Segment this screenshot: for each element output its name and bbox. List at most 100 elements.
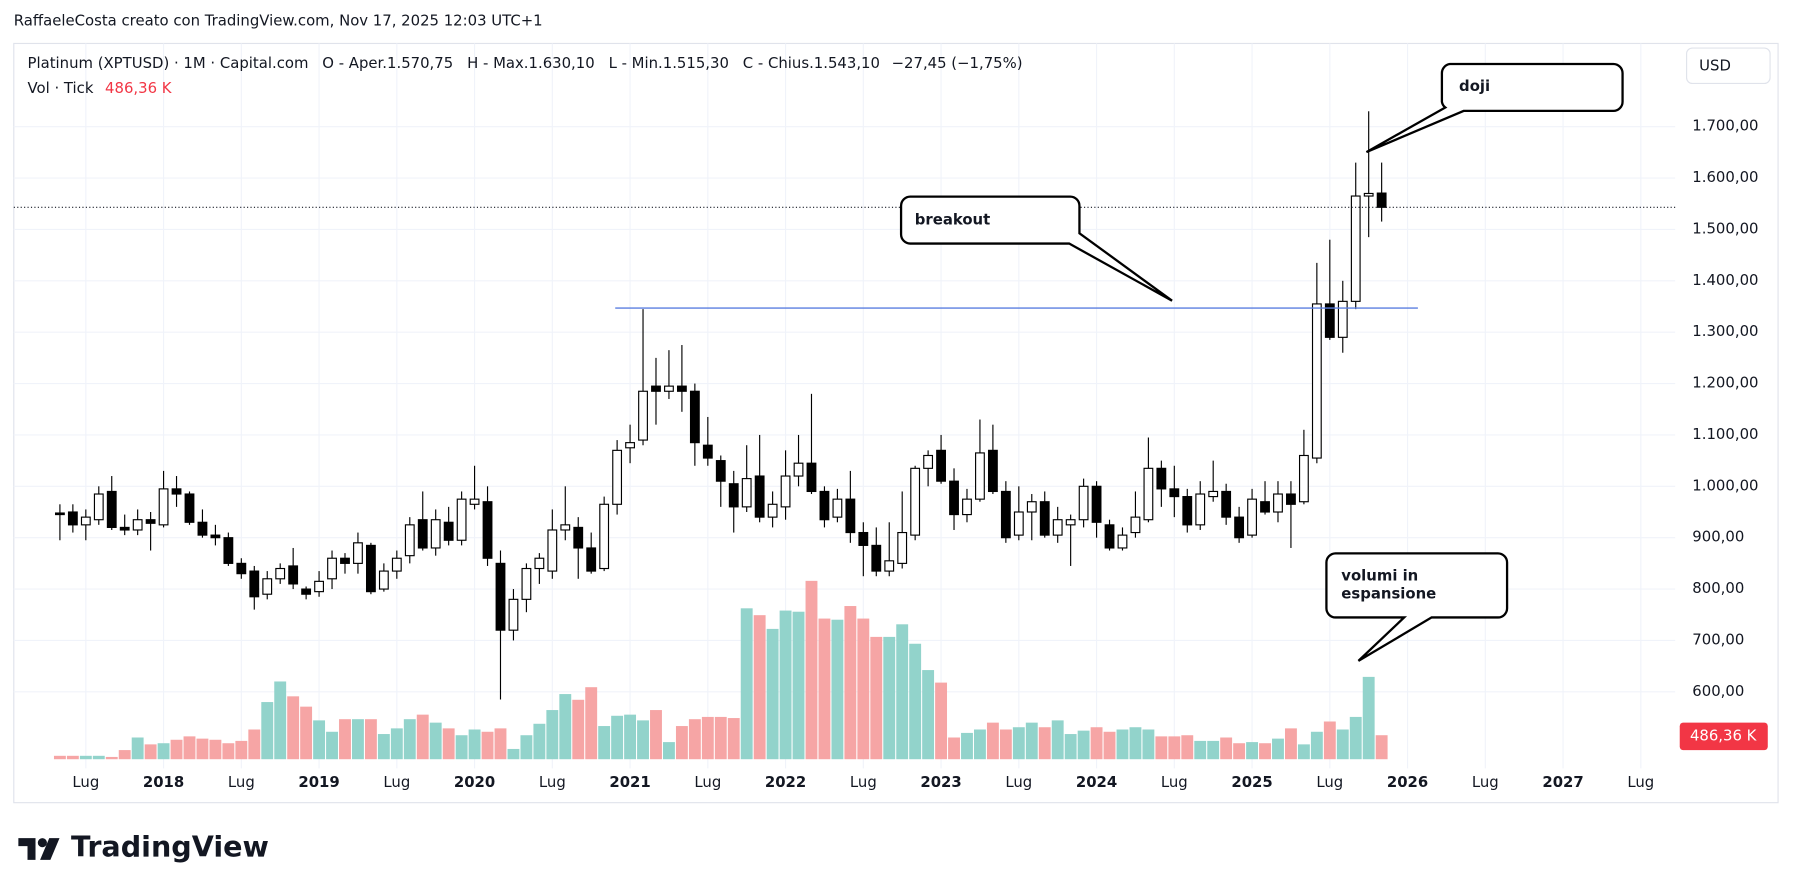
candle-body bbox=[1195, 493, 1206, 526]
candle-body bbox=[547, 529, 558, 572]
y-tick-label: 1.200,00 bbox=[1692, 374, 1758, 392]
volume-bar bbox=[274, 681, 287, 760]
volume-bar bbox=[663, 742, 675, 760]
candle-body bbox=[1311, 303, 1322, 459]
candle-body bbox=[327, 557, 337, 580]
candle-body bbox=[806, 462, 817, 493]
candle-body bbox=[353, 542, 363, 564]
volume-legend-name: Vol · Tick bbox=[28, 79, 94, 97]
volume-bar bbox=[442, 728, 455, 760]
volume-bar bbox=[559, 694, 572, 760]
candle-body bbox=[560, 524, 571, 531]
legend-change: −27,45 (−1,75%) bbox=[892, 54, 1023, 72]
candle-body bbox=[664, 385, 674, 392]
volume-bar bbox=[235, 740, 248, 760]
x-tick-label: Lug bbox=[1005, 773, 1032, 791]
candle-body bbox=[495, 562, 506, 631]
volume-bar bbox=[637, 720, 649, 760]
candle-body bbox=[1000, 490, 1011, 539]
candle-body bbox=[1182, 496, 1193, 526]
candle-body bbox=[858, 531, 869, 546]
volume-bar bbox=[818, 618, 831, 760]
volume-bar bbox=[170, 739, 183, 760]
volume-bar bbox=[650, 710, 662, 760]
candle-body bbox=[158, 488, 169, 526]
volume-price-label: 486,36 K bbox=[1690, 726, 1758, 744]
volume-bar bbox=[805, 580, 818, 760]
candle-body bbox=[365, 544, 376, 593]
candle-body bbox=[132, 519, 143, 531]
candle-body bbox=[832, 498, 843, 518]
y-tick-label: 1.500,00 bbox=[1692, 219, 1758, 237]
candle-body bbox=[80, 516, 91, 526]
volume-bar bbox=[494, 728, 507, 760]
legend-symbol: Platinum (XPTUSD) · 1M · Capital.com bbox=[28, 54, 309, 72]
volume-bar bbox=[714, 716, 727, 760]
candle-body bbox=[197, 521, 208, 536]
volume-bar bbox=[948, 737, 960, 760]
volume-bar bbox=[1129, 727, 1142, 760]
x-tick-label: 2022 bbox=[765, 773, 806, 791]
candle-body bbox=[456, 498, 467, 541]
x-tick-label: 2027 bbox=[1542, 773, 1583, 791]
volume-bar bbox=[1012, 727, 1025, 760]
x-tick-label: Lug bbox=[228, 773, 255, 791]
x-tick-label: 2024 bbox=[1076, 773, 1117, 791]
candle-body bbox=[404, 524, 415, 557]
candle-body bbox=[987, 449, 998, 493]
volume-bar bbox=[1116, 729, 1129, 760]
volume-bar bbox=[533, 723, 546, 760]
candle-body bbox=[676, 385, 687, 392]
volume-bar bbox=[1362, 676, 1375, 760]
y-tick-label: 1.700,00 bbox=[1692, 117, 1758, 135]
volume-bar bbox=[883, 636, 896, 760]
volume-bar bbox=[1155, 736, 1168, 760]
candle-body bbox=[508, 598, 519, 631]
candle-body bbox=[586, 547, 597, 572]
y-tick-label: 1.300,00 bbox=[1692, 322, 1758, 340]
candle-body bbox=[1117, 534, 1128, 549]
candle-body bbox=[871, 544, 882, 572]
volume-bar bbox=[261, 702, 274, 760]
volume-bar bbox=[507, 748, 520, 760]
candle-body bbox=[741, 478, 752, 508]
candle-body bbox=[119, 526, 130, 531]
y-tick-label: 1.400,00 bbox=[1692, 271, 1758, 289]
overlays bbox=[13, 206, 1676, 309]
currency: USD bbox=[1699, 56, 1731, 74]
volume-bar bbox=[999, 729, 1012, 760]
candle-body bbox=[936, 449, 946, 482]
volume-bar bbox=[870, 636, 883, 760]
candle-body bbox=[1208, 490, 1219, 498]
x-tick-label: 2020 bbox=[454, 773, 495, 791]
candle-body bbox=[223, 537, 234, 564]
candle-body bbox=[1298, 454, 1309, 503]
candle-body bbox=[1130, 516, 1141, 534]
candle-body bbox=[171, 488, 182, 495]
volume-bar bbox=[1077, 730, 1090, 760]
candle-body bbox=[521, 567, 532, 600]
legend-high: H - Max.1.630,10 bbox=[467, 54, 595, 72]
volume-bar bbox=[688, 719, 701, 760]
volume-bar bbox=[339, 719, 351, 760]
doji-label: doji bbox=[1459, 77, 1490, 95]
volume-bar bbox=[468, 729, 481, 760]
volume-bar bbox=[727, 718, 740, 760]
volume-bar bbox=[546, 710, 559, 760]
volume-bar bbox=[909, 643, 922, 760]
x-tick-label: Lug bbox=[1316, 773, 1343, 791]
volume-bar bbox=[455, 735, 468, 760]
volume-bar bbox=[986, 722, 999, 760]
volume-bar bbox=[287, 696, 300, 760]
candle-body bbox=[1039, 501, 1050, 536]
volume-bar bbox=[1220, 737, 1233, 760]
volume-bar bbox=[481, 731, 494, 760]
x-tick-label: 2021 bbox=[609, 773, 650, 791]
y-tick-label: 700,00 bbox=[1692, 630, 1744, 648]
volume-bar bbox=[1284, 728, 1297, 760]
candle-body bbox=[897, 531, 908, 564]
x-tick-label: 2023 bbox=[920, 773, 961, 791]
candle-body bbox=[754, 475, 765, 518]
